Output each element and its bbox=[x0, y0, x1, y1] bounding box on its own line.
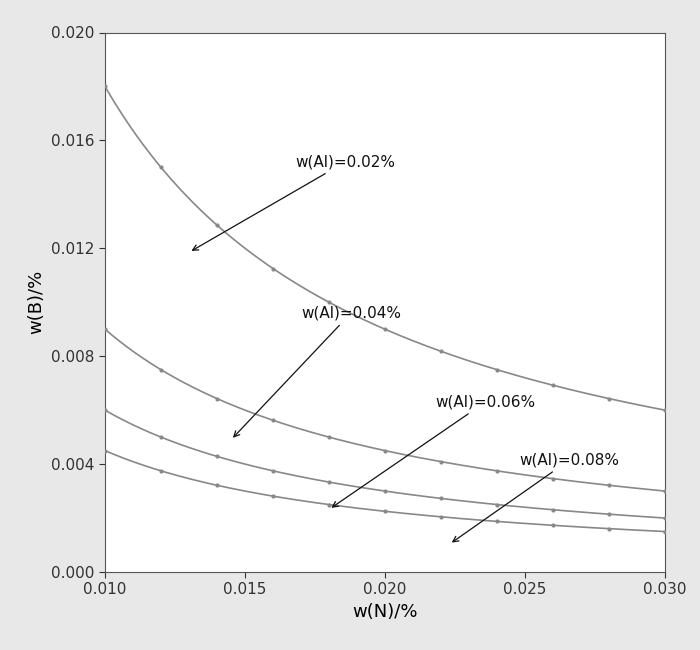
Text: w(Al)=0.06%: w(Al)=0.06% bbox=[332, 395, 536, 507]
Text: w(Al)=0.02%: w(Al)=0.02% bbox=[193, 155, 396, 250]
Text: w(Al)=0.04%: w(Al)=0.04% bbox=[234, 306, 401, 437]
Text: w(Al)=0.08%: w(Al)=0.08% bbox=[453, 452, 620, 542]
X-axis label: w(N)/%: w(N)/% bbox=[352, 603, 418, 621]
Y-axis label: w(B)/%: w(B)/% bbox=[27, 270, 46, 334]
